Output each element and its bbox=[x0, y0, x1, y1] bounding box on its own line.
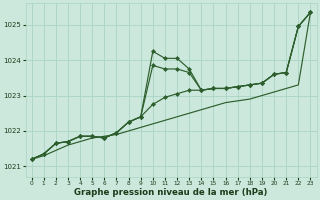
X-axis label: Graphe pression niveau de la mer (hPa): Graphe pression niveau de la mer (hPa) bbox=[74, 188, 268, 197]
